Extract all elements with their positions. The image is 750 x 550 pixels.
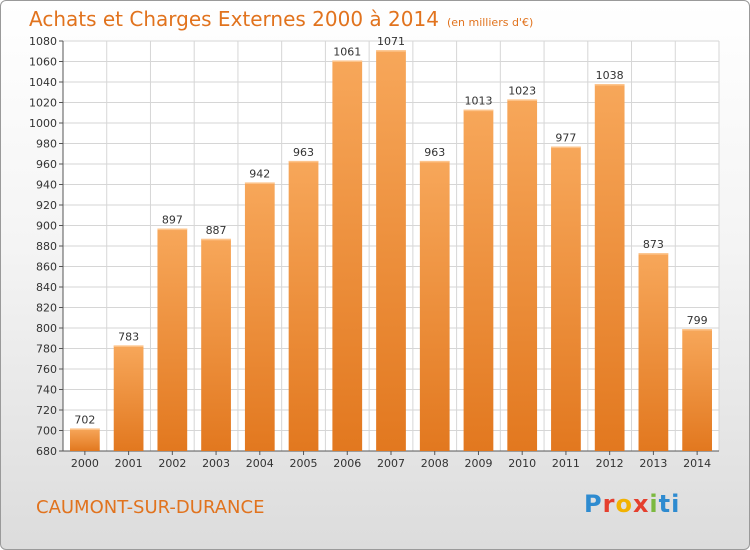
x-tick-label: 2002 [158,457,186,470]
bar [376,50,406,451]
y-tick-label: 720 [36,404,57,417]
bar-highlight [376,50,406,52]
x-tick-label: 2004 [246,457,274,470]
data-label: 963 [424,146,445,159]
x-tick-label: 2011 [552,457,580,470]
bar [244,182,275,451]
data-label: 963 [293,146,314,159]
data-label: 977 [555,132,576,145]
y-tick-label: 740 [36,384,57,397]
x-tick-label: 2009 [464,457,492,470]
x-tick-label: 2005 [290,457,318,470]
data-label: 1061 [333,45,361,58]
y-tick-label: 780 [36,343,57,356]
y-tick-label: 1080 [29,35,57,48]
bar [69,428,100,451]
y-tick-label: 920 [36,199,57,212]
place-name: CAUMONT-SUR-DURANCE [36,497,265,518]
chart-subtitle: (en milliers d'€) [446,16,534,29]
logo-letter: ti [658,490,681,518]
bar-highlight [201,238,231,241]
logo-letter: x [632,490,650,518]
x-tick-label: 2010 [508,457,536,470]
y-tick-label: 700 [36,425,57,438]
title-text: Achats et Charges Externes 2000 à 2014 [29,7,439,31]
x-tick-label: 2008 [421,457,449,470]
data-label: 783 [118,330,139,343]
data-label: 799 [687,314,708,327]
y-tick-label: 1060 [29,56,57,69]
logo-letter: o [615,490,633,518]
chart-title: Achats et Charges Externes 2000 à 2014 (e… [29,7,533,31]
data-label: 873 [643,238,664,251]
y-tick-label: 900 [36,220,57,233]
y-tick-label: 880 [36,240,57,253]
y-tick-label: 680 [36,445,57,458]
y-tick-label: 940 [36,179,57,192]
data-label: 1013 [464,95,492,108]
bar-highlight [419,160,450,163]
data-label: 1023 [508,84,536,97]
data-label: 1038 [596,69,624,82]
data-label: 942 [249,167,270,180]
y-tick-label: 980 [36,138,57,151]
y-tick-label: 960 [36,158,57,171]
bar-highlight [69,428,100,430]
bar-highlight [157,228,188,231]
bar-highlight [288,160,319,163]
bar [419,160,450,452]
x-tick-label: 2007 [377,457,405,470]
bar-highlight [113,345,144,347]
data-label: 887 [206,224,227,237]
logo-letter: P [584,490,603,518]
x-tick-label: 2012 [596,457,624,470]
bar [288,160,319,452]
bar [463,109,494,452]
x-tick-label: 2000 [71,457,99,470]
x-tick-label: 2013 [639,457,667,470]
bar-highlight [682,329,713,331]
y-tick-label: 840 [36,281,57,294]
x-tick-label: 2014 [683,457,711,470]
bar [682,329,713,451]
bar-highlight [594,84,625,86]
x-tick-label: 2001 [115,457,143,470]
y-tick-label: 1000 [29,117,57,130]
data-label: 1071 [377,35,405,48]
bar [638,253,669,451]
bar [113,345,144,451]
bar-highlight [638,253,669,255]
logo-letter: r [602,490,616,518]
bar-highlight [332,60,363,62]
y-tick-label: 800 [36,322,57,335]
y-tick-label: 1040 [29,76,57,89]
y-tick-label: 1020 [29,97,57,110]
bar [507,99,538,452]
logo-letter: i [649,490,659,518]
x-tick-label: 2003 [202,457,230,470]
bars [69,50,713,452]
y-tick-label: 760 [36,363,57,376]
y-tick-label: 820 [36,302,57,315]
bar [594,84,625,452]
bar [551,146,581,451]
bar-highlight [463,109,494,112]
bar [201,238,231,451]
bar-highlight [507,99,538,101]
bar [157,228,188,451]
proxiti-logo[interactable]: Proxiti [584,490,680,518]
labels: 702 2000 783 2001 897 2002 887 2003 942 2004 963 20… [71,35,711,470]
data-label: 897 [162,214,183,227]
bar-highlight [244,182,275,184]
y-tick-label: 860 [36,261,57,274]
bar-highlight [551,146,581,149]
data-label: 702 [74,413,95,426]
bar [332,60,363,451]
x-tick-label: 2006 [333,457,361,470]
